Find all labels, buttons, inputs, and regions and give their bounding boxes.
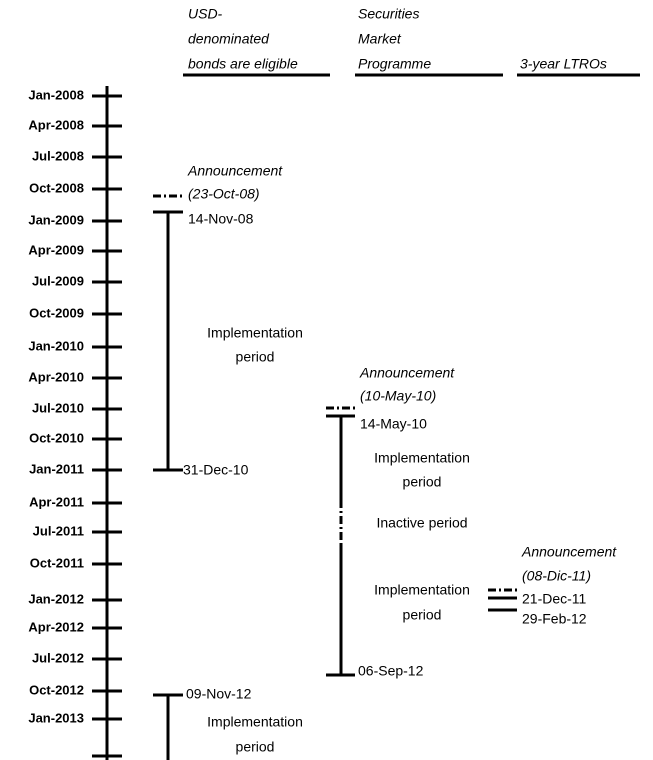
period-label: Implementation <box>207 325 303 341</box>
axis-label: Jan-2010 <box>28 338 84 353</box>
period-label: period <box>236 739 275 755</box>
header: Programme <box>358 56 431 72</box>
header: Securities <box>358 6 419 22</box>
inactive-label: Inactive period <box>376 515 467 531</box>
period-label: period <box>403 474 442 490</box>
axis-label: Oct-2009 <box>29 305 84 320</box>
period-label: period <box>403 607 442 623</box>
axis-label: Oct-2012 <box>29 682 84 697</box>
header: USD- <box>188 6 223 22</box>
axis-label: Jul-2011 <box>33 523 84 538</box>
header: Market <box>358 31 402 47</box>
header: 3-year LTROs <box>520 56 607 72</box>
date: 14-May-10 <box>360 416 427 432</box>
axis-label: Apr-2011 <box>29 494 84 509</box>
axis-label: Oct-2010 <box>29 430 84 445</box>
date: 06-Sep-12 <box>358 663 424 679</box>
period-label: period <box>236 349 275 365</box>
date: 14-Nov-08 <box>188 211 254 227</box>
axis-label: Jan-2013 <box>28 710 84 725</box>
axis-label: Jan-2012 <box>28 591 84 606</box>
axis-label: Apr-2008 <box>28 117 84 132</box>
period-label: Implementation <box>207 714 303 730</box>
axis-label: Jan-2009 <box>28 212 84 227</box>
period-label: Implementation <box>374 450 470 466</box>
axis-label: Apr-2010 <box>28 369 84 384</box>
announcement: Announcement <box>359 365 455 381</box>
axis-label: Jul-2010 <box>32 400 84 415</box>
date: 09-Nov-12 <box>186 686 252 702</box>
axis-label: Oct-2008 <box>29 180 84 195</box>
axis-label: Jul-2009 <box>32 273 84 288</box>
period-label: Implementation <box>374 582 470 598</box>
announcement: Announcement <box>521 544 617 560</box>
axis-label: Apr-2009 <box>28 242 84 257</box>
axis-label: Jan-2008 <box>28 87 84 102</box>
date: 29-Feb-12 <box>522 611 587 627</box>
date: 21-Dec-11 <box>522 591 587 607</box>
axis-label: Oct-2011 <box>30 555 84 570</box>
axis-label: Jan-2011 <box>29 461 84 476</box>
header: denominated <box>188 31 270 47</box>
header: bonds are eligible <box>188 56 298 72</box>
announcement: Announcement <box>187 163 283 179</box>
announcement: (08-Dic-11) <box>522 568 591 584</box>
announcement: (23-Oct-08) <box>188 186 260 202</box>
axis-label: Jul-2012 <box>32 650 84 665</box>
announcement: (10-May-10) <box>360 388 436 404</box>
date: 31-Dec-10 <box>183 462 249 478</box>
axis-label: Apr-2012 <box>28 619 84 634</box>
axis-label: Jul-2008 <box>32 148 84 163</box>
